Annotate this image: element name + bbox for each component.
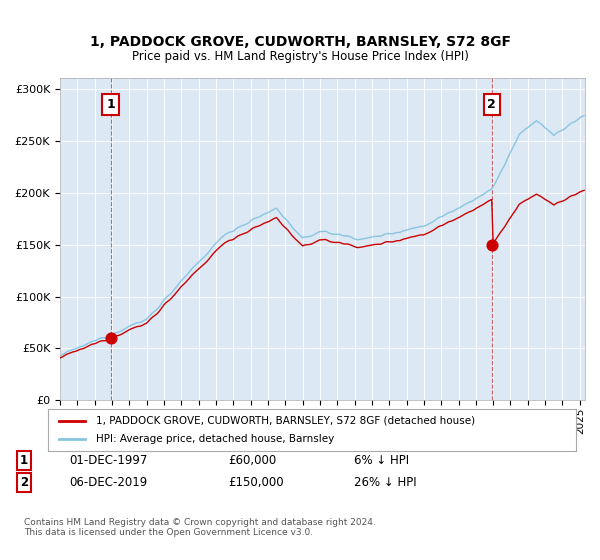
Text: 2: 2	[487, 98, 496, 111]
Text: 1, PADDOCK GROVE, CUDWORTH, BARNSLEY, S72 8GF (detached house): 1, PADDOCK GROVE, CUDWORTH, BARNSLEY, S7…	[95, 416, 475, 426]
Text: £150,000: £150,000	[228, 476, 284, 489]
Text: 26% ↓ HPI: 26% ↓ HPI	[354, 476, 416, 489]
Text: Price paid vs. HM Land Registry's House Price Index (HPI): Price paid vs. HM Land Registry's House …	[131, 50, 469, 63]
Text: HPI: Average price, detached house, Barnsley: HPI: Average price, detached house, Barn…	[95, 434, 334, 444]
Text: 1: 1	[20, 454, 28, 467]
Text: 01-DEC-1997: 01-DEC-1997	[69, 454, 148, 467]
Point	[487, 240, 497, 249]
Text: 1: 1	[106, 98, 115, 111]
Text: £60,000: £60,000	[228, 454, 276, 467]
Point	[106, 334, 115, 343]
Text: 2: 2	[20, 476, 28, 489]
Text: 06-DEC-2019: 06-DEC-2019	[69, 476, 147, 489]
Text: 1, PADDOCK GROVE, CUDWORTH, BARNSLEY, S72 8GF: 1, PADDOCK GROVE, CUDWORTH, BARNSLEY, S7…	[89, 35, 511, 49]
Text: 6% ↓ HPI: 6% ↓ HPI	[354, 454, 409, 467]
Text: Contains HM Land Registry data © Crown copyright and database right 2024.
This d: Contains HM Land Registry data © Crown c…	[24, 518, 376, 538]
